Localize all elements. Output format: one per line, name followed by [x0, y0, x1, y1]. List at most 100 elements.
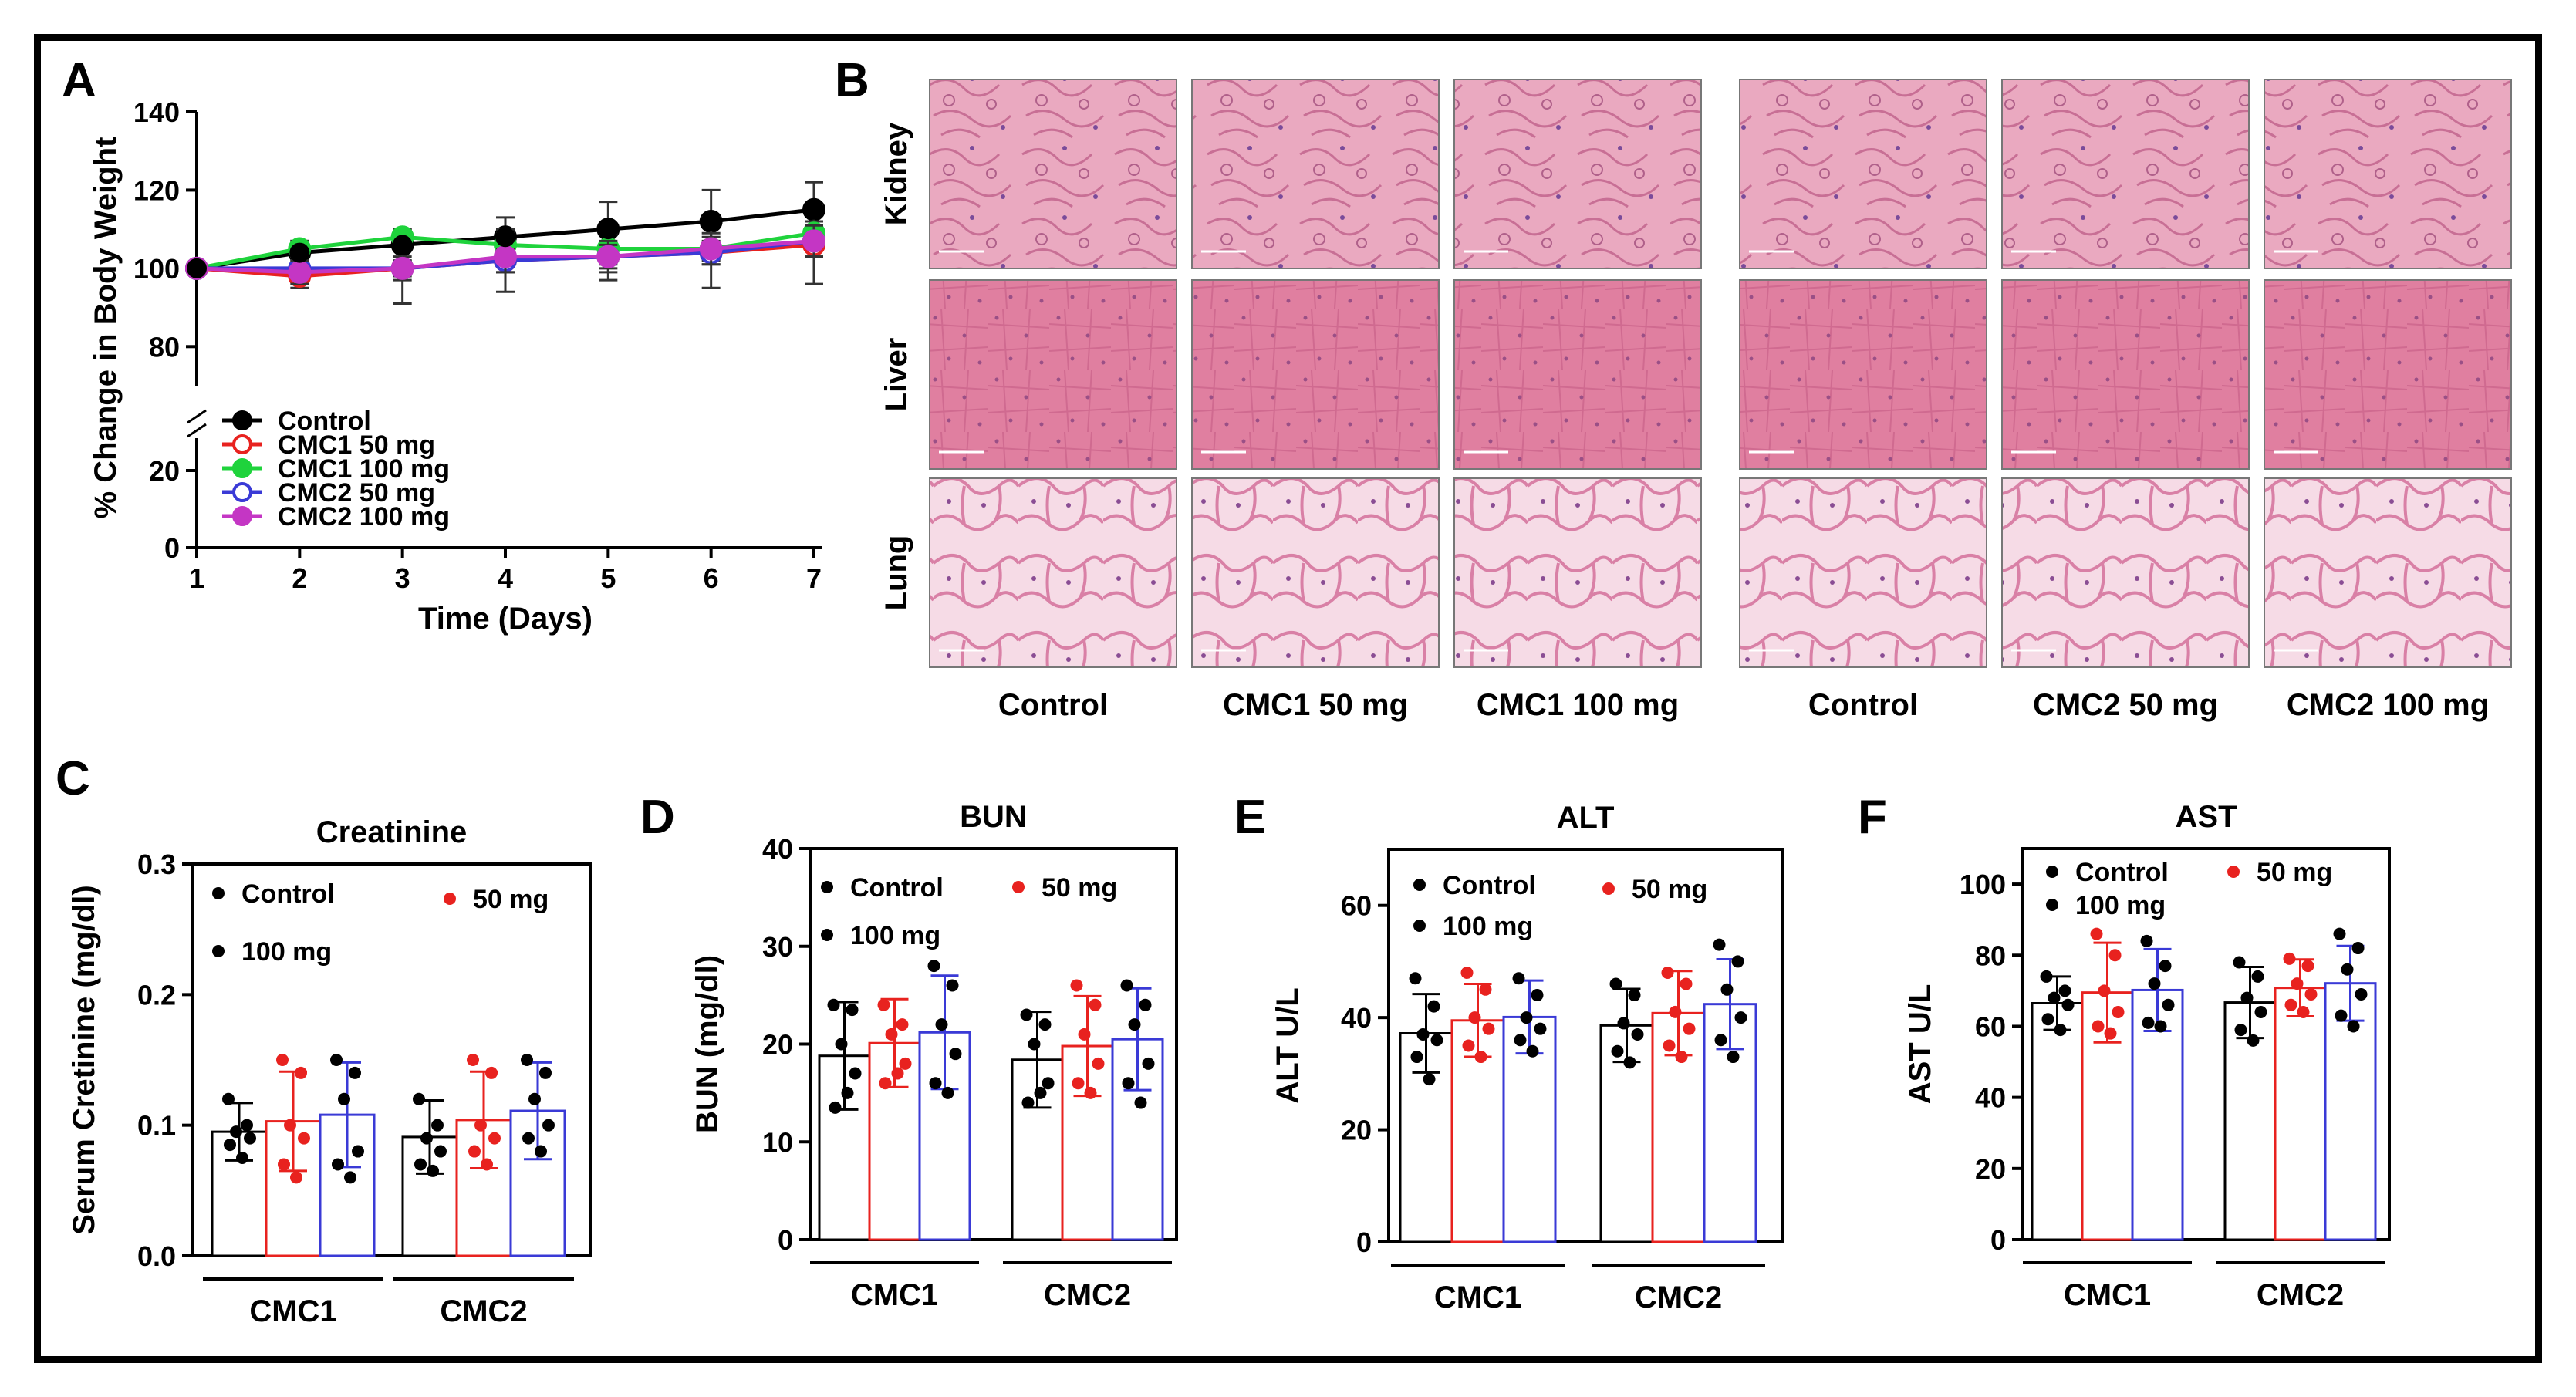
histology-image [1191, 79, 1440, 269]
bar-cmc2-50-mg [455, 1054, 512, 1257]
data-point [827, 998, 840, 1011]
data-point [935, 1018, 948, 1031]
y-tick-label: 0.2 [137, 979, 176, 1011]
data-point [2061, 998, 2075, 1011]
legend-label-50mg: 50 mg [1042, 873, 1117, 903]
x-tick-label: 6 [704, 562, 719, 594]
data-point [1078, 1028, 1091, 1041]
bar-cmc1-50-mg [2081, 927, 2134, 1241]
data-point [2108, 949, 2122, 962]
data-point [2048, 991, 2061, 1004]
histology-column-label: Control [1808, 688, 1918, 722]
bar-cmc2-100-mg [2324, 927, 2377, 1241]
data-point [949, 1048, 962, 1061]
data-point [1462, 1039, 1475, 1052]
y-tick-label: 60 [1975, 1011, 2006, 1042]
data-point [2301, 960, 2314, 973]
x-tick-label: 1 [189, 562, 204, 594]
data-point [481, 1158, 493, 1171]
data-point [598, 219, 619, 240]
y-tick-label: 0.0 [137, 1240, 176, 1272]
bar-cmc2-100-mg [509, 1054, 566, 1257]
data-point [1526, 1044, 1539, 1058]
data-point [2112, 1006, 2125, 1019]
data-point [332, 1158, 344, 1171]
legend-swatch-marker [232, 458, 252, 478]
data-point [1416, 1028, 1430, 1041]
data-point [2159, 960, 2172, 973]
group-label: CMC2 [1635, 1281, 1722, 1314]
group-label: CMC2 [1044, 1278, 1131, 1312]
data-point [1142, 1057, 1155, 1070]
histology-row-label: Kidney [879, 122, 913, 225]
panel-letter-a: A [62, 54, 96, 107]
chart-title: BUN [960, 800, 1027, 834]
data-point [2090, 927, 2103, 940]
data-point [896, 1018, 909, 1031]
data-point [392, 235, 413, 255]
bar-cmc1-control [818, 998, 871, 1241]
group-label: CMC1 [1434, 1281, 1521, 1314]
data-point [2142, 1016, 2155, 1029]
panel-letter-c: C [56, 752, 90, 805]
figure-frame [34, 34, 2542, 1363]
data-point [802, 229, 825, 253]
y-tick-label: 10 [762, 1126, 793, 1158]
data-point [467, 1054, 479, 1066]
data-point [835, 1038, 848, 1051]
data-point [941, 1086, 954, 1099]
legend-marker-100mg [212, 945, 225, 957]
bar-cmc1-control [1399, 972, 1453, 1243]
bar-cmc1-control [2031, 970, 2084, 1241]
data-point [2058, 984, 2071, 997]
y-tick-label: 0 [778, 1224, 793, 1256]
data-point [420, 1132, 433, 1145]
histology-row-label: Lung [879, 535, 913, 611]
legend-label-control: Control [850, 873, 944, 903]
data-point [1122, 1077, 1135, 1090]
data-point [2341, 963, 2354, 976]
y-tick-label: 120 [133, 174, 180, 206]
data-point [1468, 1011, 1481, 1024]
data-point [2254, 1006, 2267, 1019]
y-axis-title: BUN (mg/dl) [690, 955, 724, 1133]
bar-cmc1-100-mg [1502, 972, 1557, 1243]
data-point [2283, 952, 2296, 965]
data-point [344, 1171, 356, 1184]
data-point [244, 1132, 256, 1145]
data-point [2140, 934, 2153, 947]
histology-image [1191, 279, 1440, 470]
data-point [1070, 979, 1083, 992]
y-tick-label: 100 [1960, 869, 2006, 900]
y-axis-title: AST U/L [1903, 984, 1937, 1105]
legend-marker-50mg [1012, 881, 1025, 893]
data-point [929, 1077, 942, 1090]
histology-row-label: Liver [879, 338, 913, 412]
histology-image [2264, 279, 2512, 470]
data-point [2251, 970, 2264, 983]
data-point [1134, 1096, 1147, 1109]
bar-cmc2-50-mg [1651, 966, 1706, 1243]
y-tick-label: 20 [1341, 1115, 1372, 1146]
y-tick-label: 0.3 [137, 849, 176, 880]
data-point [596, 245, 620, 268]
data-point [539, 1066, 552, 1079]
data-point [1512, 972, 1525, 985]
x-tick-label: 4 [498, 562, 513, 594]
legend-label-control: Control [2075, 858, 2169, 887]
histology-image [2001, 279, 2250, 470]
data-point [829, 1101, 842, 1114]
data-point [1139, 998, 1152, 1011]
data-point [278, 1158, 290, 1171]
bar-cmc1-100-mg [2131, 934, 2184, 1241]
legend-marker-control [1413, 879, 1426, 891]
data-point [2040, 970, 2053, 983]
data-point [488, 1132, 501, 1145]
y-tick-label: 0 [164, 532, 180, 564]
legend-marker-100mg [2046, 899, 2058, 911]
bar-cmc2-100-mg [1703, 938, 1757, 1243]
data-point [2347, 1020, 2360, 1033]
data-point [1072, 1077, 1085, 1090]
group-label: CMC1 [2064, 1278, 2151, 1312]
legend-label-control: Control [1443, 871, 1536, 900]
